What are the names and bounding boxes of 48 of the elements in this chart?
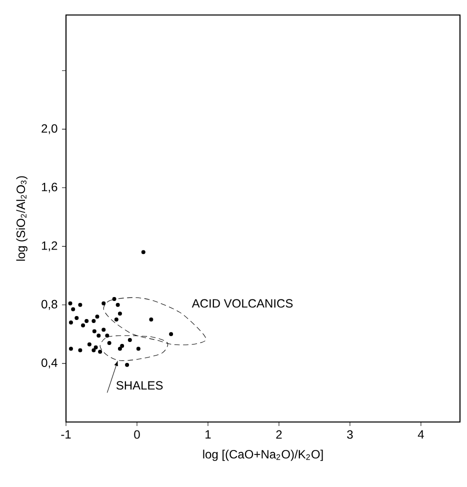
y-tick-label: 1,6 bbox=[42, 182, 58, 193]
point bbox=[112, 297, 116, 302]
point bbox=[169, 332, 174, 336]
x-tick-label: 4 bbox=[418, 430, 424, 439]
y-axis-title: log (SiO$_{2}$/Al$_{2}$O$_{3}$) bbox=[16, 176, 28, 261]
point bbox=[118, 346, 122, 351]
point bbox=[98, 350, 102, 354]
point bbox=[128, 338, 132, 342]
point bbox=[102, 301, 106, 306]
point bbox=[68, 346, 73, 351]
point bbox=[87, 342, 92, 346]
point bbox=[68, 301, 72, 306]
point bbox=[84, 318, 89, 323]
point bbox=[136, 346, 140, 351]
point bbox=[92, 318, 96, 323]
annotation: ACID VOLCANICS bbox=[192, 299, 293, 308]
y-tick-label: 0,4 bbox=[42, 358, 58, 368]
point bbox=[81, 323, 86, 328]
x-tick-label: 2 bbox=[276, 430, 282, 439]
point bbox=[141, 250, 146, 254]
point bbox=[107, 340, 112, 345]
x-tick-label: 1 bbox=[206, 430, 211, 439]
point bbox=[71, 307, 76, 312]
y-tick-label: 1,2 bbox=[42, 241, 58, 252]
point bbox=[102, 328, 106, 332]
annotation: SHALES bbox=[116, 381, 163, 390]
point bbox=[92, 329, 96, 334]
x-tick-label: 0 bbox=[134, 430, 140, 439]
point bbox=[95, 314, 100, 319]
x-tick-label: 3 bbox=[347, 430, 353, 439]
point bbox=[74, 316, 79, 320]
y-tick-label: 0,8 bbox=[42, 300, 58, 310]
point bbox=[120, 344, 124, 348]
y-tick-label: 2,0 bbox=[42, 124, 58, 134]
point bbox=[78, 302, 82, 307]
point bbox=[68, 320, 73, 324]
point bbox=[94, 345, 98, 350]
point bbox=[96, 334, 101, 338]
x-tick-label: -1 bbox=[61, 430, 71, 439]
point bbox=[114, 318, 118, 322]
point bbox=[118, 312, 122, 316]
point bbox=[149, 318, 154, 322]
point bbox=[125, 362, 130, 367]
point bbox=[105, 334, 110, 338]
point bbox=[116, 302, 120, 307]
point bbox=[78, 348, 82, 352]
x-axis-title: log [(CaO+Na$_{2}$O)/K$_{2}$O] bbox=[203, 450, 323, 461]
point bbox=[92, 348, 96, 352]
